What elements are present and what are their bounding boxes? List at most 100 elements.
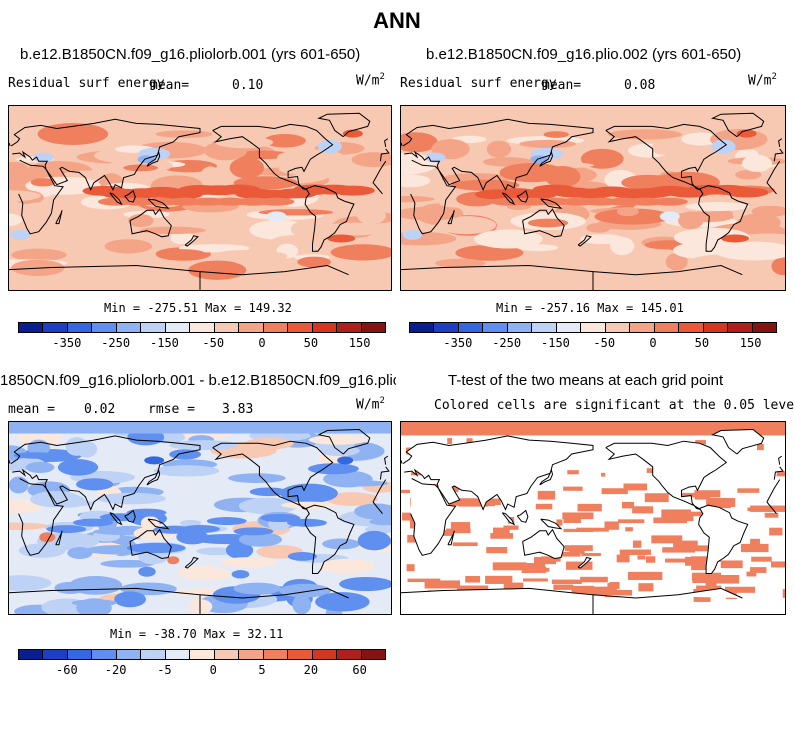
field-contour-cell (651, 141, 678, 155)
significant-cell (694, 495, 711, 500)
significant-cell (665, 558, 690, 563)
colorbar-swatch (483, 323, 508, 332)
significant-cell (750, 505, 785, 512)
panel-3-mean-value: 0.02 (84, 402, 116, 417)
coastline-eurasia (402, 118, 784, 192)
panel-3-units: W/m2 (356, 396, 385, 413)
significant-cell (457, 585, 489, 593)
coastline-antarctica (401, 264, 743, 290)
field-contour-cell (126, 508, 167, 517)
colorbar-swatch (410, 323, 435, 332)
colorbar-tick-label: 20 (303, 663, 319, 677)
field-contour-cell (401, 195, 435, 203)
page-title: ANN (373, 8, 421, 33)
colorbar-tick-label: 0 (209, 663, 217, 677)
colorbar-swatch (165, 323, 191, 332)
significant-cell (409, 519, 419, 529)
coastline-uk (401, 455, 783, 465)
colorbar-tick-label: -50 (202, 336, 225, 350)
colorbar-swatch (728, 323, 753, 332)
panel-4-title: T-test of the two means at each grid poi… (448, 372, 724, 389)
field-contour-cell (330, 244, 391, 261)
significant-cell (424, 580, 461, 589)
field-contour-cell (188, 260, 247, 280)
panel-4-map (400, 421, 786, 615)
field-contour-cell (231, 569, 250, 579)
significant-cell (675, 516, 693, 520)
panel-1-variable: Residual surf energy (8, 76, 165, 91)
field-contour-cell (279, 162, 336, 176)
coastline-japan (146, 150, 161, 167)
coastline-greenland (710, 112, 765, 138)
colorbar-swatch (288, 323, 313, 332)
significant-cell (750, 543, 759, 550)
significant-cell (693, 594, 711, 602)
colorbar-swatch (165, 650, 191, 659)
coastline-s-america (698, 185, 749, 252)
field-contour-cell (474, 229, 543, 249)
panel-3-map (8, 421, 392, 615)
coastline-australia (129, 208, 172, 238)
significant-cell (571, 585, 595, 594)
colorbar-tick-label: 5 (258, 663, 266, 677)
panel-4-subtitle: Colored cells are significant at the 0.0… (434, 398, 794, 413)
significant-cell (737, 488, 760, 493)
field-contour-cell (724, 187, 769, 198)
field-contour-cell (319, 222, 391, 236)
field-contour-cell (26, 202, 61, 209)
colorbar-swatch (312, 323, 338, 332)
coastline-japan (146, 468, 161, 486)
field-contour-cell (138, 566, 156, 577)
colorbar-tick-label: -50 (593, 336, 616, 350)
field-contour-cell (9, 522, 49, 530)
colorbar-swatch (556, 323, 582, 332)
field-contour-cell (238, 497, 297, 515)
field-contour-cell (710, 209, 733, 217)
colorbar-tick-label: -250 (101, 336, 131, 350)
significant-cell (651, 535, 683, 544)
significant-cell (541, 556, 561, 562)
field-contour-cell (735, 169, 762, 180)
field-contour-cell (354, 503, 391, 520)
field-contour-cell (266, 211, 287, 222)
panel-3-rmse-label: rmse = (148, 402, 195, 417)
coastline-madagascar (55, 530, 63, 546)
colorbar-tick-label: 150 (739, 336, 762, 350)
significant-cell (563, 486, 583, 491)
panel-1-title: b.e12.B1850CN.f09_g16.pliolorb.001 (yrs … (20, 46, 361, 63)
coastline-madagascar (447, 210, 455, 225)
colorbar-swatch (141, 323, 166, 332)
significant-cell (618, 519, 645, 524)
significant-cell (522, 578, 548, 582)
colorbar-swatch (67, 323, 93, 332)
field-contour-cell (325, 492, 378, 506)
panel-3-mean-label: mean = (8, 402, 55, 417)
coastline-s-america (698, 504, 749, 574)
colorbar-swatch (19, 323, 44, 332)
significant-cell (782, 589, 785, 598)
coastline-australia (522, 208, 565, 238)
field-contour-cell (13, 452, 58, 459)
panel-1-mean-value: 0.10 (232, 78, 264, 93)
coastline-sumatra (501, 512, 516, 526)
field-contour-cell (123, 164, 158, 172)
field-contour-cell (144, 456, 165, 465)
field-contour-cell (315, 592, 370, 612)
coastline-africa (410, 159, 781, 235)
significant-cell (627, 571, 663, 580)
colorbar-swatch (458, 323, 484, 332)
significant-cell (407, 534, 418, 543)
field-contour-cell (319, 558, 375, 574)
significant-cell (563, 515, 581, 523)
coastline-greenland (317, 428, 371, 455)
field-contour-cell (167, 556, 180, 565)
field-contour-cell (114, 591, 146, 608)
colorbar-swatch (92, 323, 117, 332)
coastline-new-guinea (540, 198, 563, 209)
colorbar-tick-label: -5 (157, 663, 172, 677)
colorbar-swatch (214, 323, 240, 332)
field-contour-cell (18, 543, 66, 558)
field-contour-cell (666, 164, 689, 173)
significant-cell (567, 470, 579, 475)
significant-cell (563, 528, 594, 533)
